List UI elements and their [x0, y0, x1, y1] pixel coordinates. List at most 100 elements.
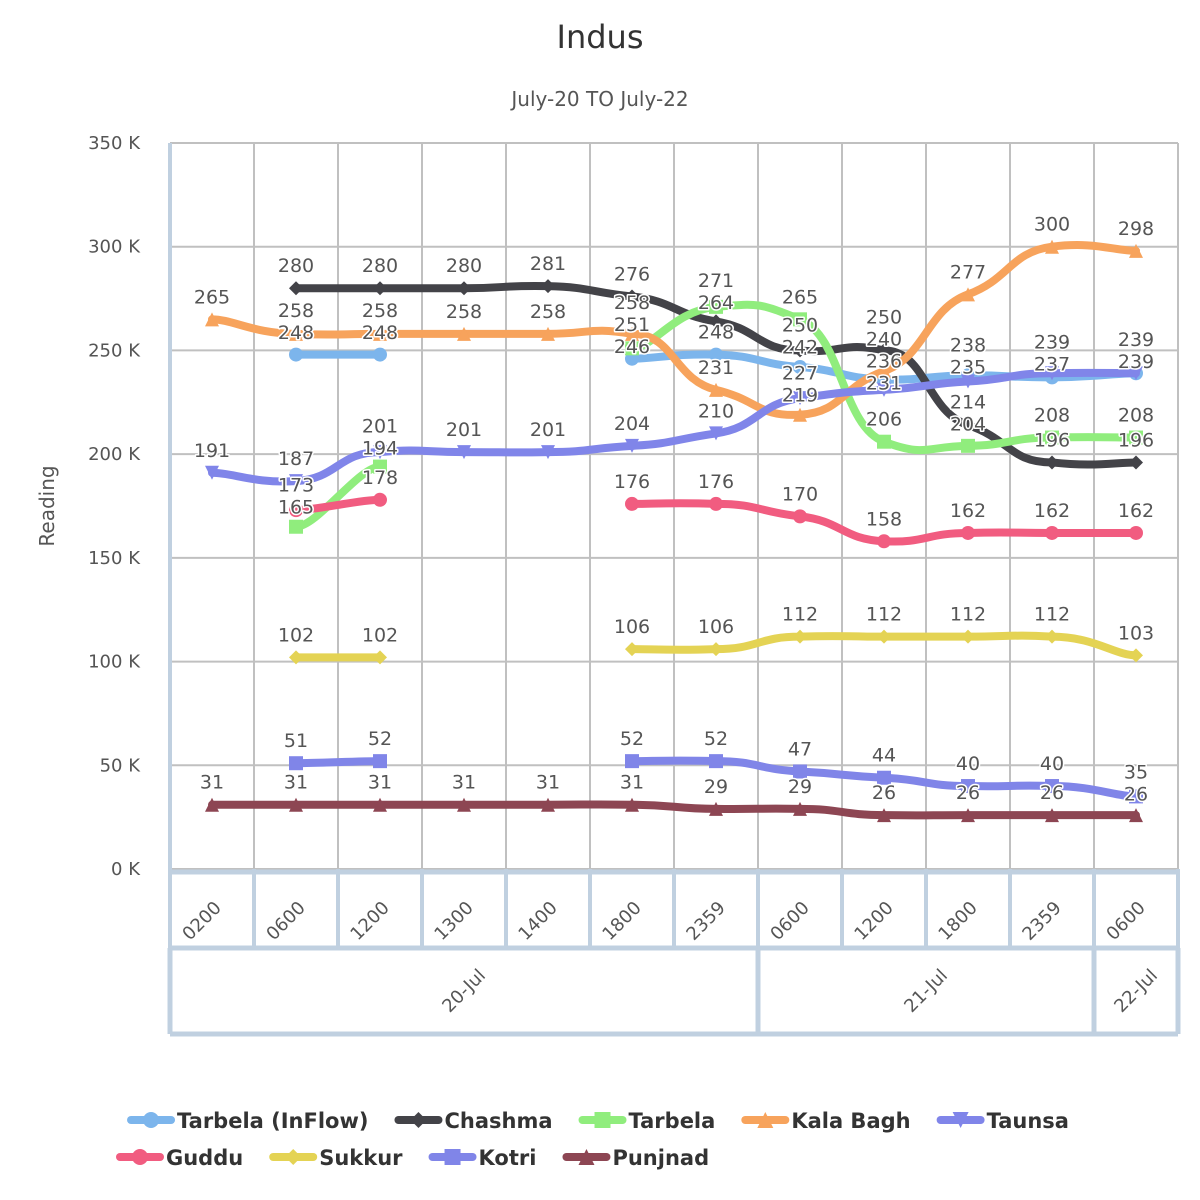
data-point [541, 326, 555, 341]
data-label: 258 [278, 300, 314, 322]
data-label: 258 [614, 292, 650, 314]
data-label: 29 [788, 776, 812, 798]
y-tick-label: 50 K [100, 755, 142, 776]
data-point [961, 438, 975, 453]
legend-marker-icon [410, 1112, 427, 1128]
series-sukkur[interactable] [289, 629, 1143, 665]
data-label: 162 [1118, 500, 1154, 522]
legend-label: Punjnad [612, 1146, 709, 1170]
legend-item-tarbela-inflow[interactable]: Tarbela (InFlow) [127, 1109, 368, 1133]
data-label: 176 [698, 471, 734, 493]
data-label: 250 [782, 315, 818, 337]
data-point [961, 779, 975, 794]
data-label: 158 [866, 508, 902, 530]
data-point [1045, 808, 1059, 823]
data-label: 250 [866, 307, 902, 329]
x-tick-label: 1200 [346, 897, 393, 944]
legend-item-punjnad[interactable]: Punjnad [562, 1146, 709, 1170]
data-point [961, 525, 975, 540]
data-point [457, 281, 471, 296]
data-label: 35 [1124, 762, 1148, 784]
series-kotri[interactable] [289, 754, 1143, 804]
data-point [961, 418, 975, 433]
data-point [373, 326, 387, 341]
data-label: 112 [782, 604, 818, 626]
data-label: 208 [1118, 405, 1154, 427]
data-label: 258 [362, 300, 398, 322]
data-point [1045, 629, 1059, 644]
data-point [457, 797, 471, 812]
data-point [625, 326, 639, 341]
x-tick-label: 1400 [514, 897, 561, 944]
legend-item-kotri[interactable]: Kotri [428, 1146, 537, 1170]
legend-item-taunsa[interactable]: Taunsa [936, 1109, 1069, 1133]
data-label: 44 [872, 745, 896, 767]
data-label: 265 [194, 286, 230, 308]
data-point [793, 407, 807, 422]
data-point [793, 391, 807, 406]
data-label: 106 [698, 616, 734, 638]
x-tick-label: 1300 [430, 897, 477, 944]
data-label: 40 [1040, 753, 1064, 775]
legend-item-guddu[interactable]: Guddu [116, 1146, 243, 1170]
series-chashma[interactable] [289, 279, 1143, 470]
x-tick-label: 1800 [598, 897, 645, 944]
legend-item-sukkur[interactable]: Sukkur [269, 1146, 403, 1170]
grid [168, 142, 1179, 870]
data-label: 231 [866, 373, 902, 395]
data-label: 236 [866, 351, 902, 373]
data-point [289, 797, 303, 812]
data-label: 208 [1034, 405, 1070, 427]
data-point [373, 797, 387, 812]
series-kala-bagh[interactable] [205, 239, 1143, 422]
series-punjnad[interactable] [205, 797, 1143, 823]
data-label: 173 [278, 474, 314, 496]
data-point [289, 347, 303, 362]
legend-label: Taunsa [987, 1109, 1069, 1133]
data-point [1129, 430, 1143, 445]
data-point [1129, 648, 1143, 663]
data-label: 201 [362, 415, 398, 437]
data-label: 26 [1124, 784, 1148, 806]
legend-marker-icon [132, 1149, 148, 1165]
data-point [1045, 430, 1059, 445]
data-label: 165 [278, 496, 314, 518]
data-label: 196 [1118, 429, 1154, 451]
data-label: 51 [284, 730, 308, 752]
data-point [625, 754, 639, 769]
data-point [793, 312, 807, 327]
legend-item-tarbela[interactable]: Tarbela [578, 1109, 716, 1133]
data-label: 201 [530, 419, 566, 441]
data-point [1045, 779, 1059, 794]
y-axis: 0 K 50 K 100 K 150 K 200 K 250 K 300 K 350 K [88, 133, 141, 880]
data-label: 242 [782, 337, 818, 359]
legend-marker-icon [444, 1149, 461, 1165]
data-point [625, 797, 639, 812]
series-tarbela[interactable] [289, 299, 1143, 534]
x-tick-label: 2359 [682, 897, 729, 944]
data-label: 206 [866, 409, 902, 431]
legend-item-chashma[interactable]: Chashma [394, 1109, 553, 1133]
data-point [709, 642, 723, 657]
data-point [877, 629, 891, 644]
data-label: 265 [782, 286, 818, 308]
data-label: 219 [782, 384, 818, 406]
legend: Tarbela (InFlow) Chashma Tarbela Kala Bagh T… [116, 1109, 1069, 1170]
series-taunsa[interactable] [205, 366, 1143, 489]
data-point [793, 360, 807, 375]
data-point [709, 426, 723, 441]
data-label: 238 [950, 334, 986, 356]
x-tick-label: 2359 [1018, 897, 1065, 944]
data-point [625, 289, 639, 304]
data-label: 47 [788, 739, 812, 761]
data-point [289, 474, 303, 489]
series-guddu[interactable] [289, 492, 1143, 549]
data-label: 31 [452, 772, 476, 794]
y-tick-label: 150 K [88, 548, 141, 569]
data-label: 201 [446, 419, 482, 441]
legend-marker-icon [143, 1112, 160, 1128]
legend-item-kala-bagh[interactable]: Kala Bagh [741, 1109, 911, 1133]
data-point [205, 465, 219, 480]
data-label: 210 [698, 400, 734, 422]
x-axis: 0200 0600 1200 1300 1400 1800 2359 0600 1200 1800… [167, 869, 1181, 1037]
